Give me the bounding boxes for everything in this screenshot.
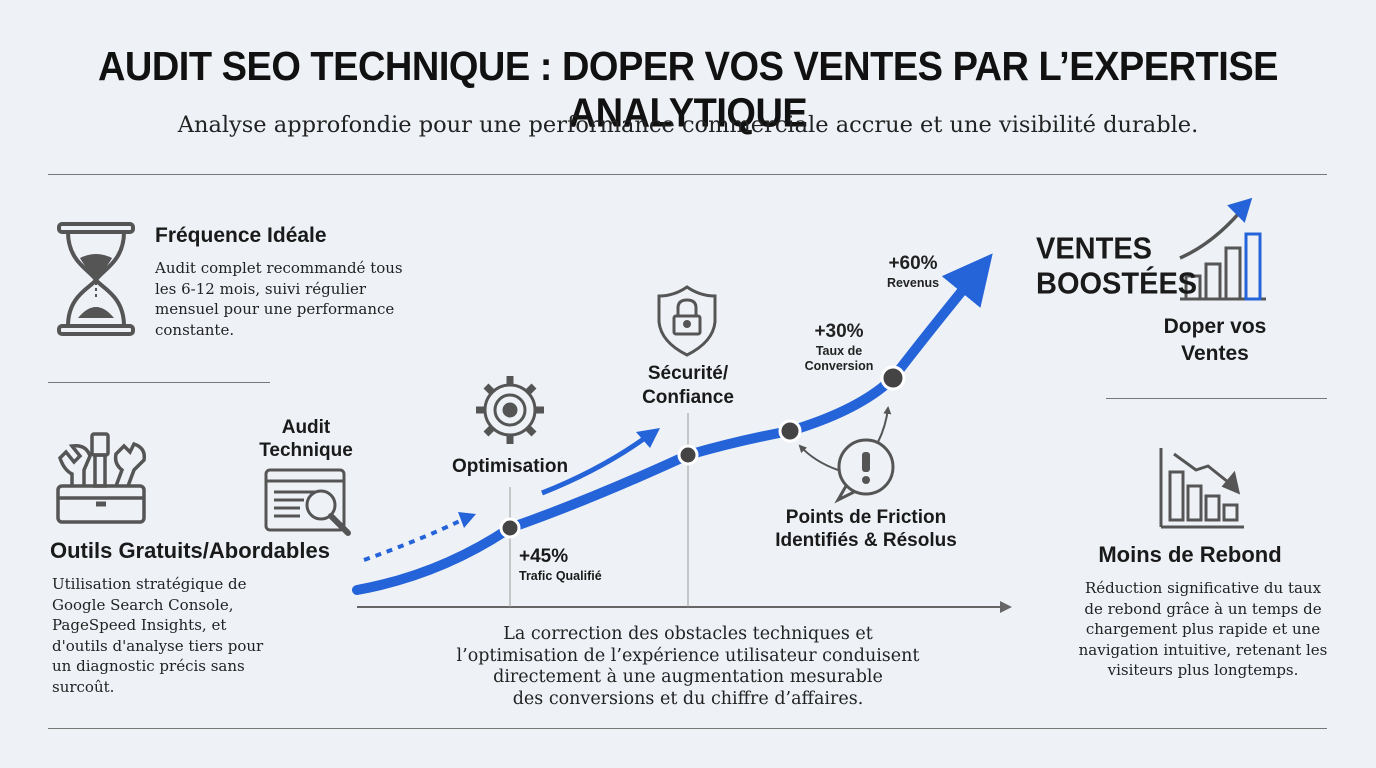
page-title: AUDIT SEO TECHNIQUE : DOPER VOS VENTES P… [97, 44, 1279, 137]
rebond-text: Réduction significative du taux de rebon… [1060, 578, 1346, 681]
node-conversion [778, 419, 802, 443]
node-trafic [499, 517, 521, 539]
rebond-line: Réduction significative du taux [1084, 579, 1322, 597]
bottom-divider [48, 728, 1327, 729]
audit-line: Audit [281, 417, 331, 438]
frequence-title: Fréquence Idéale [155, 224, 327, 247]
securite-line: Confiance [642, 387, 734, 408]
outils-line: d'outils d'analyse tiers pour [52, 636, 264, 655]
friction-line: Points de Friction [785, 507, 947, 528]
shield-lock-icon [657, 285, 717, 357]
dotted-start-arrow [363, 512, 476, 562]
friction-label: Points de Friction Identifiés & Résolus [756, 506, 976, 552]
ventes-headline: VENTES BOOSTÉES [1036, 232, 1197, 301]
node-revenus [880, 365, 906, 391]
hourglass-icon [57, 222, 135, 336]
milestone-conversion: +30% Taux de Conversion [790, 320, 888, 374]
rebond-line: de rebond grâce à un temps de [1084, 599, 1322, 618]
conversion-label-line: Conversion [804, 359, 874, 373]
friction-line: Identifiés & Résolus [775, 530, 957, 551]
frequence-line: mensuel pour une performance [155, 300, 395, 318]
toolbox-icon [56, 432, 147, 524]
ventes-label-line: Ventes [1181, 342, 1249, 365]
outils-text: Utilisation stratégique de Google Search… [52, 574, 302, 697]
conversion-value: +30% [814, 321, 864, 342]
left-divider [48, 382, 270, 383]
conclusion-line: La correction des obstacles techniques e… [503, 624, 873, 644]
outils-line: surcoût. [52, 677, 115, 696]
secondary-growth-arrow [541, 428, 660, 496]
frequence-line: Audit complet recommandé tous [155, 259, 403, 277]
revenus-label: Revenus [886, 276, 940, 290]
outils-line: un diagnostic précis sans [52, 657, 245, 675]
right-divider [1106, 398, 1327, 399]
falling-bar-chart-icon [1159, 448, 1244, 529]
optimisation-label: Optimisation [451, 456, 569, 477]
conclusion-line: directement à une augmentation mesurable [493, 667, 883, 687]
page-subtitle: Analyse approfondie pour une performance… [177, 112, 1199, 138]
outils-line: Utilisation stratégique de [52, 575, 247, 593]
conclusion-line: l’optimisation de l’expérience utilisate… [456, 645, 920, 666]
frequence-line: constante. [155, 320, 235, 339]
outils-line: Google Search Console, [52, 595, 234, 614]
browser-magnifier-icon [264, 468, 351, 536]
rising-bar-chart-icon [1179, 197, 1266, 301]
rebond-title: Moins de Rebond [1098, 542, 1282, 567]
revenus-value: +60% [888, 253, 938, 274]
ventes-label: Doper vos Ventes [1140, 313, 1290, 367]
conclusion-line: des conversions et du chiffre d’affaires… [512, 688, 864, 709]
trafic-label: Trafic Qualifié [519, 569, 602, 583]
conversion-label-line: Taux de [815, 344, 863, 358]
outils-line: PageSpeed Insights, et [52, 616, 227, 634]
frequence-text: Audit complet recommandé tous les 6-12 m… [155, 258, 455, 340]
outils-title: Outils Gratuits/Abordables [50, 538, 330, 563]
trafic-value: +45% [519, 546, 569, 567]
milestone-revenus: +60% Revenus [872, 252, 954, 291]
friction-arrows [798, 406, 892, 471]
frequence-line: les 6-12 mois, suivi régulier [155, 279, 367, 298]
rebond-line: navigation intuitive, retenant les [1078, 640, 1328, 659]
gear-icon [476, 376, 544, 444]
ventes-headline-line: BOOSTÉES [1036, 267, 1198, 301]
ventes-label-line: Doper vos [1163, 315, 1267, 338]
securite-label: Sécurité/ Confiance [618, 362, 758, 410]
exclamation-bubble-icon [834, 438, 895, 504]
audit-label: Audit Technique [246, 416, 366, 462]
rebond-line: chargement plus rapide et une [1085, 620, 1321, 638]
securite-line: Sécurité/ [647, 363, 729, 384]
rebond-line: visiteurs plus longtemps. [1107, 661, 1299, 679]
audit-line: Technique [259, 440, 353, 461]
top-divider [48, 174, 1327, 175]
conclusion-text: La correction des obstacles techniques e… [400, 624, 976, 710]
milestone-trafic: +45% Trafic Qualifié [519, 546, 602, 583]
ventes-headline-line: VENTES [1036, 232, 1153, 266]
node-securite [677, 444, 699, 466]
